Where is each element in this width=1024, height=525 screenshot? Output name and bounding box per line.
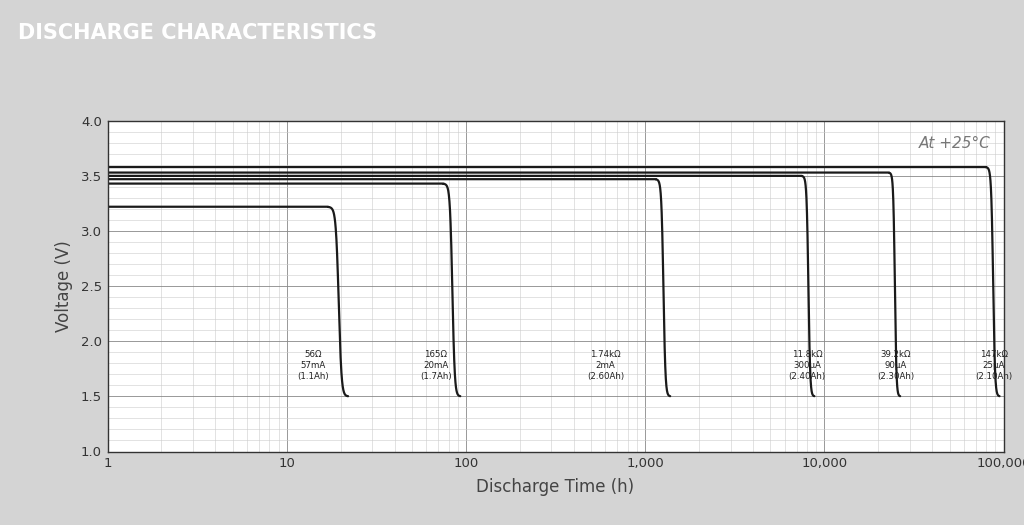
Text: 147kΩ
25μA
(2.10Ah): 147kΩ 25μA (2.10Ah) <box>975 350 1012 381</box>
Text: At +25°C: At +25°C <box>919 135 990 151</box>
Text: 56Ω
57mA
(1.1Ah): 56Ω 57mA (1.1Ah) <box>297 350 329 381</box>
Text: 1.74kΩ
2mA
(2.60Ah): 1.74kΩ 2mA (2.60Ah) <box>587 350 624 381</box>
Text: 11.8kΩ
300μA
(2.40Ah): 11.8kΩ 300μA (2.40Ah) <box>788 350 825 381</box>
Text: 165Ω
20mA
(1.7Ah): 165Ω 20mA (1.7Ah) <box>420 350 452 381</box>
Y-axis label: Voltage (V): Voltage (V) <box>54 240 73 332</box>
X-axis label: Discharge Time (h): Discharge Time (h) <box>476 478 635 497</box>
Text: DISCHARGE CHARACTERISTICS: DISCHARGE CHARACTERISTICS <box>18 23 378 43</box>
Text: 39.2kΩ
90μA
(2.30Ah): 39.2kΩ 90μA (2.30Ah) <box>878 350 914 381</box>
